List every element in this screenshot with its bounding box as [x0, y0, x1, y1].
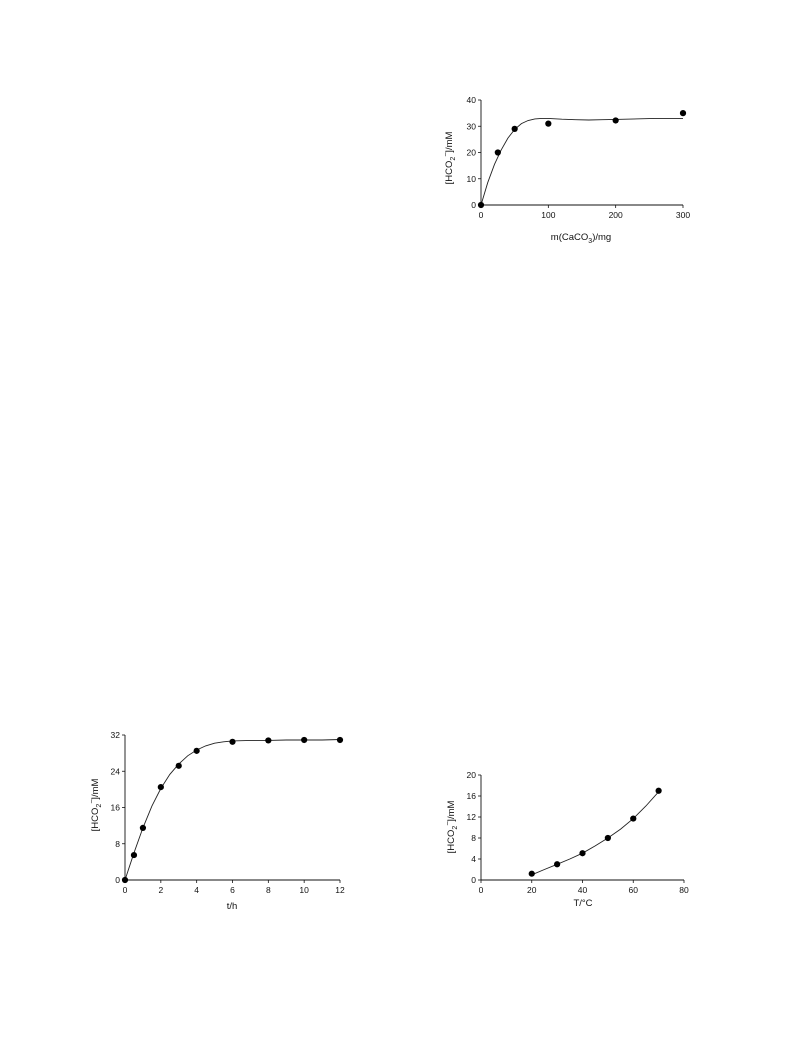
- x-tick-label: 100: [541, 210, 555, 220]
- fit-curve: [124, 739, 341, 881]
- data-point: [554, 861, 561, 868]
- chart-temperature-panel: [HCO2−]/mM T/°C 0 4 8 12 16 20 0 20 40 60 80: [440, 765, 700, 915]
- x-tick-label: 8: [266, 885, 271, 895]
- x-tick-label: 20: [527, 885, 537, 895]
- y-tick-label: 32: [111, 730, 121, 740]
- data-point: [612, 117, 619, 124]
- data-point: [336, 736, 344, 744]
- x-tick-label: 0: [479, 885, 484, 895]
- x-tick-label: 12: [335, 885, 345, 895]
- y-tick-label: 24: [111, 766, 121, 776]
- y-tick-label: 0: [471, 200, 476, 210]
- x-tick-label: 300: [676, 210, 690, 220]
- x-tick-label: 60: [629, 885, 639, 895]
- y-tick-label: 40: [467, 95, 477, 105]
- data-point: [679, 110, 687, 117]
- x-tick-label: 200: [609, 210, 623, 220]
- y-tick-label: 0: [115, 875, 120, 885]
- chart-time-panel: [HCO2−]/mM t/h 0 8 16 24 32 0 2 4 6 8 10 12: [85, 725, 360, 915]
- data-point: [604, 834, 611, 842]
- data-point: [655, 787, 662, 794]
- y-axis-label: [HCO2−]/mM: [445, 800, 459, 853]
- x-axis-label: m(CaCO3)/mg: [551, 232, 611, 245]
- x-tick-label: 0: [123, 885, 128, 895]
- data-point: [265, 737, 272, 744]
- y-tick-label: 30: [467, 121, 477, 131]
- chart-caco3: [HCO2−]/mM m(CaCO3)/mg 0 10 20 30 40 0 100 200 3…: [443, 95, 690, 245]
- data-point: [579, 850, 586, 857]
- y-axis-label: [HCO2−]/mM: [89, 778, 103, 831]
- data-point: [193, 747, 200, 754]
- y-tick-label: 20: [467, 770, 477, 780]
- chart-caco3-panel: [HCO2−]/mM m(CaCO3)/mg 0 10 20 30 40 0 100 200 3…: [440, 90, 700, 250]
- y-tick-label: 16: [467, 791, 477, 801]
- fit-curve: [480, 117, 684, 206]
- data-point: [229, 738, 236, 745]
- y-axis-label: [HCO2−]/mM: [443, 131, 457, 184]
- x-axis-label: t/h: [227, 901, 238, 912]
- y-tick-label: 8: [115, 839, 120, 849]
- x-tick-label: 4: [194, 885, 199, 895]
- y-tick-label: 20: [467, 148, 477, 158]
- x-tick-label: 6: [230, 885, 235, 895]
- x-tick-label: 10: [299, 885, 309, 895]
- y-tick-label: 0: [471, 875, 476, 885]
- y-tick-label: 12: [467, 812, 477, 822]
- data-point: [545, 120, 552, 127]
- y-tick-label: 8: [471, 833, 476, 843]
- data-point: [477, 201, 485, 209]
- data-point: [139, 824, 147, 831]
- data-point: [494, 149, 501, 156]
- x-tick-label: 2: [158, 885, 163, 895]
- data-point: [175, 762, 182, 769]
- x-tick-label: 40: [578, 885, 588, 895]
- x-axis-label: T/°C: [573, 898, 592, 909]
- data-point: [630, 815, 637, 822]
- x-tick-label: 0: [479, 210, 484, 220]
- fit-curve: [531, 791, 659, 876]
- data-point: [301, 736, 308, 744]
- y-tick-label: 16: [111, 803, 121, 813]
- data-point: [130, 851, 138, 859]
- data-point: [511, 125, 518, 132]
- data-point: [121, 876, 129, 884]
- data-point: [157, 784, 164, 791]
- x-tick-label: 80: [679, 885, 689, 895]
- y-tick-label: 4: [471, 854, 476, 864]
- y-tick-label: 10: [467, 174, 477, 184]
- chart-temperature: [HCO2−]/mM T/°C 0 4 8 12 16 20 0 20 40 60 80: [445, 770, 689, 909]
- data-point: [528, 870, 535, 877]
